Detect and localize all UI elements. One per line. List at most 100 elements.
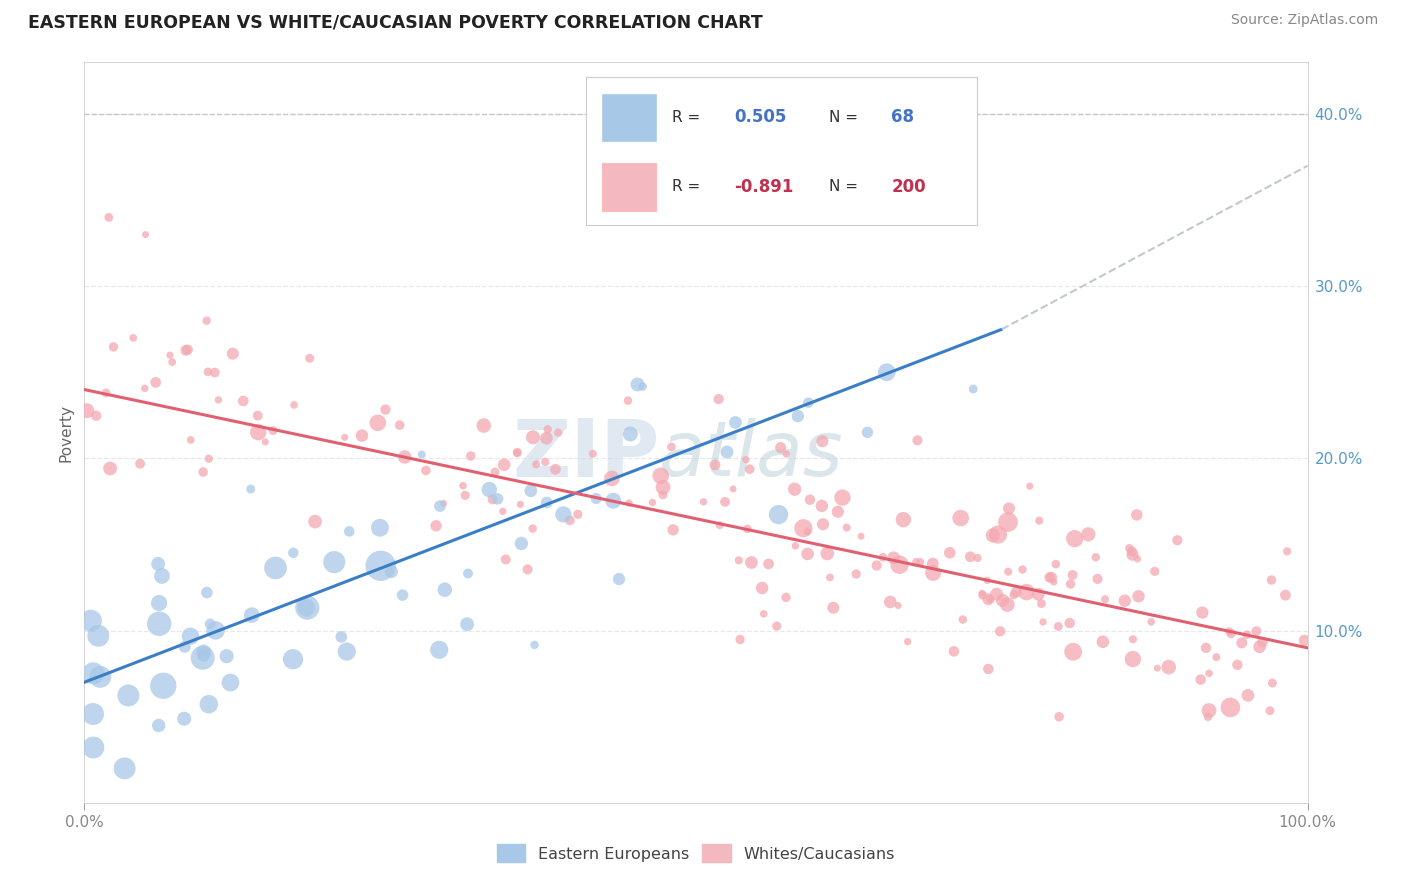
Point (922, 566, 945, 580)
Point (1261, 676, 1284, 690)
Point (939, 546, 962, 560)
Point (831, 491, 853, 505)
Point (1062, 568, 1084, 582)
Point (728, 632, 751, 647)
Point (1122, 652, 1144, 666)
Point (1205, 650, 1227, 665)
Point (460, 449, 482, 463)
Point (662, 523, 685, 537)
Point (558, 513, 581, 527)
Point (1062, 645, 1084, 659)
Point (336, 644, 359, 658)
Point (707, 392, 730, 406)
Point (835, 520, 858, 534)
Point (758, 557, 780, 571)
Point (966, 551, 988, 566)
Point (626, 377, 648, 392)
Point (827, 505, 849, 519)
Point (1198, 666, 1220, 681)
Point (262, 424, 284, 438)
Point (534, 455, 557, 469)
Point (1005, 585, 1028, 599)
Point (197, 451, 219, 466)
Point (796, 547, 818, 561)
Point (522, 522, 544, 536)
Point (709, 518, 731, 533)
Point (891, 513, 914, 527)
Point (1114, 593, 1136, 607)
Point (872, 550, 894, 565)
Point (195, 314, 218, 328)
Point (652, 480, 675, 494)
Point (661, 440, 683, 454)
Point (195, 585, 218, 599)
Point (704, 458, 727, 472)
Point (883, 550, 905, 565)
Point (1026, 587, 1049, 601)
Point (910, 555, 932, 569)
Point (1195, 640, 1218, 655)
Point (207, 392, 229, 407)
Point (1118, 541, 1140, 556)
Text: Source: ZipAtlas.com: Source: ZipAtlas.com (1230, 13, 1378, 28)
Point (323, 555, 346, 569)
Point (1032, 615, 1054, 629)
Point (281, 652, 304, 666)
Point (1121, 548, 1143, 562)
Point (607, 572, 630, 586)
Point (970, 586, 993, 600)
Point (486, 491, 509, 506)
Point (887, 599, 910, 613)
Point (94, 386, 117, 401)
Point (492, 504, 515, 518)
Point (1198, 704, 1220, 718)
Point (394, 450, 416, 464)
Point (536, 431, 558, 445)
Point (239, 482, 262, 496)
Point (522, 430, 544, 444)
Point (246, 409, 269, 423)
Point (191, 650, 214, 665)
Point (907, 434, 929, 448)
Point (977, 592, 1000, 607)
Point (811, 517, 834, 532)
Point (368, 521, 391, 535)
Point (191, 465, 214, 479)
Point (481, 492, 503, 507)
Point (148, 596, 170, 610)
Point (1189, 673, 1212, 687)
Point (429, 499, 451, 513)
Point (84, 409, 107, 423)
Point (768, 508, 790, 522)
Point (1230, 636, 1253, 650)
Point (457, 566, 479, 581)
Point (716, 445, 738, 459)
Point (427, 643, 450, 657)
Point (232, 394, 254, 409)
Point (145, 376, 167, 390)
Y-axis label: Poverty: Poverty (58, 403, 73, 462)
Point (1226, 657, 1249, 672)
Point (180, 433, 202, 447)
Point (1146, 661, 1168, 675)
Point (1191, 606, 1213, 620)
Point (391, 588, 413, 602)
Point (876, 365, 898, 379)
Point (1220, 626, 1243, 640)
Point (1157, 660, 1180, 674)
Point (89, 670, 111, 684)
Point (1063, 532, 1085, 546)
Point (1236, 628, 1258, 642)
Point (849, 529, 872, 543)
Point (103, 340, 125, 354)
Point (815, 547, 838, 561)
Point (979, 592, 1001, 607)
Point (117, 689, 139, 703)
Point (1128, 589, 1150, 603)
Point (783, 482, 806, 496)
Point (1121, 544, 1143, 558)
Point (889, 558, 911, 572)
Point (799, 492, 821, 507)
Point (114, 761, 136, 775)
Point (977, 662, 1000, 676)
